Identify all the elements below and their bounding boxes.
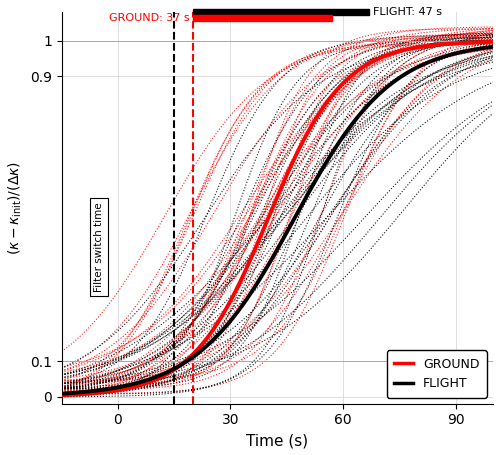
Bar	[193, 9, 370, 15]
Text: FLIGHT: 47 s: FLIGHT: 47 s	[373, 7, 442, 17]
Legend: GROUND, FLIGHT: GROUND, FLIGHT	[386, 350, 487, 398]
X-axis label: Time (s): Time (s)	[246, 433, 308, 448]
Bar	[193, 15, 332, 21]
Text: GROUND: 37 s: GROUND: 37 s	[108, 13, 189, 23]
Text: Filter switch time: Filter switch time	[94, 202, 104, 292]
Y-axis label: $(\kappa-\kappa_{\rm init})/(\Delta\kappa)$: $(\kappa-\kappa_{\rm init})/(\Delta\kapp…	[7, 161, 24, 255]
